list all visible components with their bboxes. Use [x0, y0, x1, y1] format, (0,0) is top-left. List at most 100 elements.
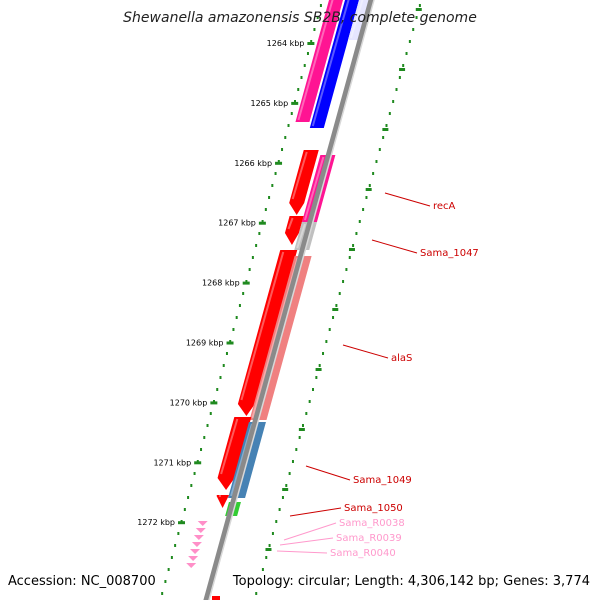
ruler-dot [235, 316, 238, 319]
gene-label: Sama_1049 [353, 475, 412, 486]
ruler-dot [261, 568, 264, 571]
ruler-dot [402, 64, 405, 67]
ruler-dot [372, 172, 375, 175]
leader-line [276, 550, 328, 554]
right-ruler-tick [365, 188, 372, 191]
rna-chevron [186, 563, 197, 568]
accession-text: Accession: NC_008700 [8, 574, 156, 589]
ruler-dot [161, 592, 164, 595]
ruler-dot [288, 472, 291, 475]
ruler-dot [392, 100, 395, 103]
ruler-dot [275, 520, 278, 523]
ruler-dot [271, 184, 274, 187]
ruler-dot [268, 544, 271, 547]
ruler-dot [232, 328, 235, 331]
ruler-dot [274, 172, 277, 175]
right-ruler-tick [332, 308, 339, 311]
ruler-dot [378, 148, 381, 151]
ruler-tick-label: 1265 kbp [251, 99, 289, 108]
ruler-dot [238, 304, 241, 307]
ruler-dot [268, 196, 271, 199]
ruler-dot [248, 268, 251, 271]
backbone-highlight [208, 0, 375, 600]
ruler-dot [245, 280, 248, 283]
ruler-dot [355, 232, 358, 235]
ruler-dot [264, 208, 267, 211]
ruler-dot [242, 292, 245, 295]
gene-block-blue [309, 0, 359, 128]
right-ruler-tick [315, 368, 322, 371]
leader-line [342, 344, 389, 359]
ruler-dot [382, 136, 385, 139]
ruler-dot [362, 208, 365, 211]
gene-recA-left [289, 150, 319, 215]
ruler-tick-label: 1267 kbp [218, 219, 256, 228]
ruler-dot [338, 292, 341, 295]
ruler-tick [178, 521, 186, 525]
ruler-dot [332, 316, 335, 319]
ruler-dot [418, 4, 421, 7]
ruler-dot [187, 496, 190, 499]
ruler-dot [375, 160, 378, 163]
ruler-dot [319, 4, 322, 7]
rna-chevron [195, 528, 206, 533]
ruler-dot [281, 148, 284, 151]
right-ruler-tick [265, 548, 272, 551]
gene-block-magenta-a [295, 0, 344, 122]
right-dotted-ruler [255, 4, 422, 595]
ruler-dot [297, 88, 300, 91]
gene-sama1049-left [217, 417, 252, 490]
ruler-dot [395, 88, 398, 91]
genome-backbone [203, 0, 375, 600]
rna-chevron [188, 556, 199, 561]
ruler-tick-label: 1269 kbp [186, 339, 224, 348]
gene-block-pale-shine [350, 0, 364, 39]
ruler-dot [177, 532, 180, 535]
rna-chevron [191, 542, 202, 547]
gene-sama1050-left [216, 495, 229, 508]
ruler-tick-label: 1268 kbp [202, 279, 240, 288]
ruler-dot [328, 328, 331, 331]
gene-features [186, 0, 369, 600]
ruler-dot [352, 244, 355, 247]
leader-line [305, 465, 351, 481]
ruler-tick [258, 221, 266, 225]
ruler-dot [415, 16, 418, 19]
ruler-dot [200, 448, 203, 451]
ruler-dot [278, 508, 281, 511]
ruler-dot [312, 388, 315, 391]
genome-stats-text: Topology: circular; Length: 4,306,142 bp… [232, 574, 590, 589]
ruler-dot [298, 436, 301, 439]
ruler-dot [303, 64, 306, 67]
ruler-dot [385, 124, 388, 127]
ruler-dot [255, 244, 258, 247]
ruler-dot [287, 124, 290, 127]
leader-line [279, 537, 334, 546]
ruler-dot [190, 484, 193, 487]
right-ruler-tick [382, 128, 389, 131]
ruler-dot [258, 232, 261, 235]
ruler-dot [291, 460, 294, 463]
map-title: Shewanella amazonensis SB2B, complete ge… [123, 10, 477, 26]
gene-label: Sama_R0038 [339, 518, 405, 529]
ruler-tick-label: 1266 kbp [234, 159, 272, 168]
gene-recA-left-shine [291, 151, 308, 200]
ruler-dot [388, 112, 391, 115]
ruler-dot [315, 376, 318, 379]
ruler-tick-label: 1264 kbp [267, 39, 305, 48]
right-ruler-tick [399, 68, 406, 71]
ruler-dot [368, 184, 371, 187]
leader-line [283, 522, 337, 541]
gene-sama1049-left-shine [220, 418, 239, 475]
leader-line [289, 507, 342, 517]
rna-chevron [190, 549, 201, 554]
kbp-ruler-ticks: 1264 kbp 1265 kbp 1266 kbp 1267 kbp 1268 kbp… [137, 39, 315, 527]
ruler-dot [316, 16, 319, 19]
ruler-dot [209, 412, 212, 415]
ruler-dot [261, 220, 264, 223]
ruler-dot [203, 436, 206, 439]
ruler-dot [225, 352, 228, 355]
gene-label: recA [433, 201, 456, 212]
gene-sama1047-left [284, 216, 304, 245]
